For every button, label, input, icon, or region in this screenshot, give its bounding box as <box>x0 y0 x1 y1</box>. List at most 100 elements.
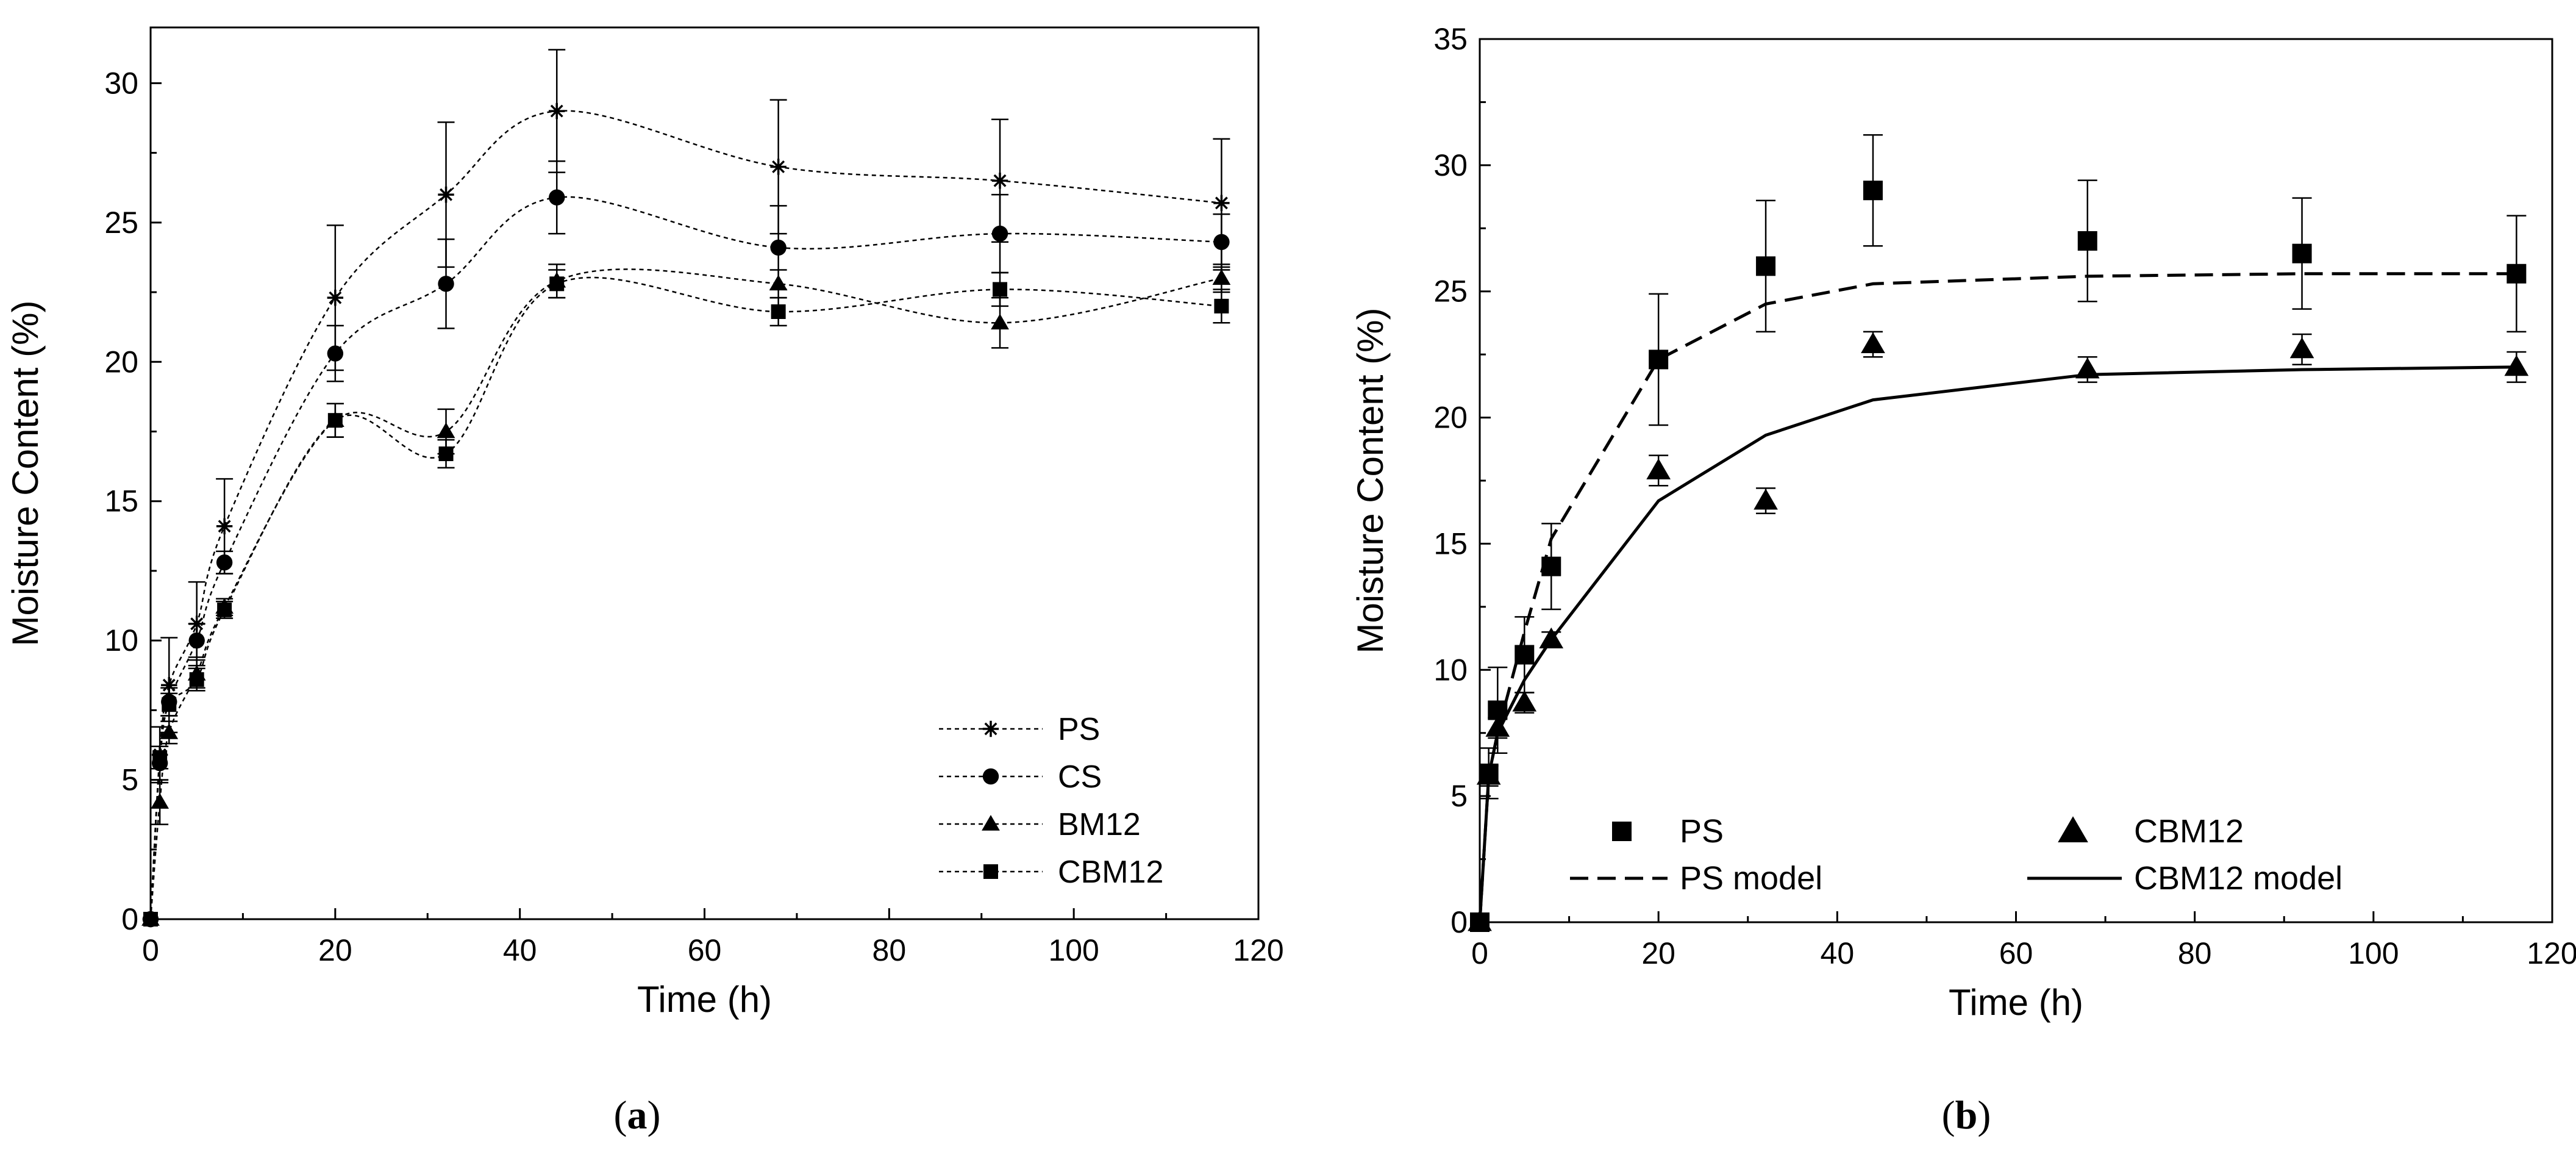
model-cbm12-line <box>1478 365 2517 923</box>
series-cbm12-point <box>1468 910 1492 931</box>
series-cbm12-point <box>438 446 454 462</box>
legend-label: PS model <box>1680 860 1822 897</box>
series-cbm12-point <box>162 697 177 712</box>
x-tick-label: 100 <box>2348 936 2399 970</box>
y-tick-label: 5 <box>1450 779 1468 813</box>
chart-panel-b: 0 20 40 60 80 100 120 0 5 10 15 20 25 30 35 Time (h) Moi… <box>1350 22 2576 1023</box>
legend-label: CBM12 model <box>2134 860 2342 897</box>
series-bm12-point <box>1212 269 1231 285</box>
series-ps-point <box>991 173 1008 189</box>
series-cbm12-point <box>1646 458 1671 479</box>
legend-marker <box>1612 822 1632 841</box>
series-cbm12-point <box>1539 627 1564 649</box>
series-ps-point <box>2506 263 2527 284</box>
series-ps-point <box>161 677 177 693</box>
y-tick-label: 15 <box>1433 526 1468 561</box>
y-tick-label: 35 <box>1433 22 1468 56</box>
series-cbm12-point <box>189 672 204 687</box>
legend-label: CS <box>1058 759 1102 795</box>
x-tick-label: 120 <box>1233 933 1283 967</box>
x-tick-label: 0 <box>142 933 159 967</box>
y-tick-label: 15 <box>104 484 138 518</box>
legend-marker <box>983 864 998 879</box>
x-tick-label: 120 <box>2527 936 2576 970</box>
x-tick-label: 60 <box>688 933 722 967</box>
x-tick-label: 80 <box>2178 936 2212 970</box>
panel-b-letter: b <box>1955 1093 1978 1138</box>
panel-a-caption: (a) <box>614 1093 661 1138</box>
series-cs-point <box>770 239 787 256</box>
series-ps-point <box>770 159 787 175</box>
legend-label: PS <box>1058 712 1100 747</box>
series-cs-point <box>438 276 454 292</box>
x-tick-label: 0 <box>1471 936 1488 970</box>
y-axis-title: Moisture Content (%) <box>1350 308 1391 654</box>
y-tick-label: 0 <box>1450 905 1468 939</box>
y-axis-title: Moisture Content (%) <box>5 301 46 647</box>
series-cbm12-point <box>1754 489 1778 510</box>
legend-label: BM12 <box>1058 807 1141 842</box>
series-cs-point <box>188 632 205 649</box>
y-tick-label: 30 <box>104 66 138 100</box>
y-tick-label: 5 <box>121 763 138 797</box>
series-bm12-point <box>769 274 788 291</box>
series-bm12-point <box>991 314 1009 330</box>
series-cbm12-point <box>1485 715 1510 737</box>
series-cbm12-point <box>2289 337 2314 359</box>
x-tick-label: 60 <box>1999 936 2033 970</box>
legend-marker <box>982 768 999 785</box>
series-cbm12-point <box>2504 354 2529 376</box>
series-cs-point <box>991 225 1008 242</box>
series-bm12-point <box>437 422 455 439</box>
legend-marker <box>982 720 999 737</box>
series-bm12-point <box>151 793 169 809</box>
series-cbm12-point <box>2075 357 2100 379</box>
y-tick-label: 0 <box>121 902 138 936</box>
series-cbm12-point <box>1512 690 1537 712</box>
y-tick-label: 10 <box>104 623 138 658</box>
y-tick-label: 10 <box>1433 653 1468 687</box>
series-cbm12-point <box>771 304 786 320</box>
chart-panel-a: 0 20 40 60 80 100 120 0 5 10 15 20 25 30 Time (h) Moist… <box>5 26 1284 1020</box>
x-tick-label: 20 <box>1641 936 1675 970</box>
x-tick-label: 40 <box>1821 936 1855 970</box>
series-cs-point <box>327 345 344 362</box>
series-cbm12-point <box>549 276 565 292</box>
x-tick-label: 80 <box>872 933 907 967</box>
series-cbm12-point <box>993 282 1008 297</box>
series-cbm12-point <box>1214 298 1229 314</box>
series-ps-point <box>327 289 344 306</box>
y-tick-label: 25 <box>1433 274 1468 309</box>
y-tick-label: 20 <box>104 345 138 379</box>
x-axis-title: Time (h) <box>637 979 772 1020</box>
legend-label: PS <box>1680 813 1724 850</box>
legend-label: CBM12 <box>1058 855 1163 890</box>
x-tick-label: 100 <box>1048 933 1099 967</box>
x-tick-label: 20 <box>318 933 352 967</box>
series-cs-point <box>1213 234 1230 250</box>
series-ps-point <box>1515 645 1535 665</box>
series-ps-point <box>1213 195 1230 212</box>
series-ps-point <box>1863 181 1883 201</box>
legend-label: CBM12 <box>2134 813 2244 850</box>
series-ps-point <box>1756 256 1776 276</box>
series-ps-line <box>149 110 1222 920</box>
series-cbm12-point <box>152 750 168 765</box>
panel-a-letter: a <box>627 1093 648 1138</box>
y-tick-label: 25 <box>104 206 138 240</box>
x-axis-title: Time (h) <box>1949 982 2083 1023</box>
series-ps-point <box>438 186 454 203</box>
series-bm12-point <box>160 723 179 739</box>
series-ps-point <box>2077 231 2097 251</box>
series-ps-point <box>1649 349 1669 370</box>
y-tick-label: 20 <box>1433 401 1468 435</box>
x-tick-label: 40 <box>503 933 537 967</box>
series-ps-point <box>549 102 565 120</box>
y-tick-label: 30 <box>1433 148 1468 182</box>
panel-b-caption: (b) <box>1942 1093 1991 1138</box>
series-ps-point <box>2292 243 2312 263</box>
series-ps-point <box>1541 556 1561 576</box>
series-cbm12-point <box>327 413 343 428</box>
